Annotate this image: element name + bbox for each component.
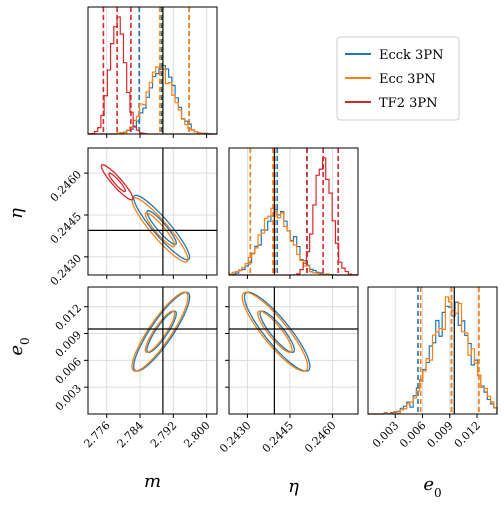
ytick-label-eta-0: 0.2430 (48, 252, 84, 288)
frame-layer (87, 6, 498, 415)
xtick-label-eta-2: 0.2460 (302, 419, 338, 455)
legend-entry-2: TF2 3PN (379, 96, 438, 111)
contour-group-2-1 (241, 291, 311, 372)
xtick-label-m-1: 2.784 (115, 419, 146, 450)
ytick-label-e0-0: 0.003 (53, 382, 84, 413)
xlabel-m: m (144, 471, 161, 492)
panel-frame-2-0 (87, 286, 218, 415)
contour-eta-e0-series-1-level-0 (257, 310, 293, 354)
contour-m-e0-series-1-level-0 (144, 310, 176, 354)
xtick-label-e0-0: 0.003 (370, 419, 401, 450)
contour-eta-e0-series-0-level-0 (259, 310, 296, 354)
panel-frame-diag-m (87, 6, 218, 135)
legend: Ecck 3PN Ecc 3PN TF2 3PN (336, 36, 460, 121)
panel-frame-2-1 (228, 286, 359, 415)
ylabel-e0-subscript: 0 (18, 337, 32, 345)
xlabel-eta: η (288, 476, 299, 497)
contour-m-eta-series-2-level-0 (108, 172, 127, 193)
contour-eta-e0-series-1-level-1 (241, 291, 309, 372)
contour-m-eta-series-1-level-0 (144, 212, 176, 248)
contour-m-e0-series-0-level-0 (146, 310, 177, 354)
xtick-label-m-3: 2.800 (181, 419, 212, 450)
ylabel-e0: e0 (6, 337, 32, 355)
xtick-label-eta-1: 0.2445 (260, 419, 296, 455)
legend-entry-1: Ecc 3PN (379, 72, 436, 87)
contour-eta-e0-series-0-level-1 (243, 291, 311, 372)
histogram-m-series-1 (88, 66, 217, 135)
contour-m-eta-series-0-level-1 (133, 194, 191, 261)
xtick-label-e0-1: 0.006 (397, 419, 428, 450)
xtick-label-m-0: 2.776 (81, 419, 112, 450)
label-layer: m η e0 η e0 (6, 208, 442, 500)
xtick-label-eta-0: 0.2430 (217, 419, 253, 455)
xtick-label-m-2: 2.792 (148, 419, 179, 450)
xtick-label-e0-3: 0.012 (452, 419, 483, 450)
ytick-label-eta-2: 0.2460 (48, 168, 84, 204)
legend-frame (336, 36, 460, 121)
xtick-label-e0-2: 0.009 (424, 419, 455, 450)
ylabel-eta: η (6, 208, 27, 219)
xlabel-e0: e0 (423, 474, 441, 500)
contour-m-e0-series-1-level-1 (131, 291, 189, 372)
panel-frame-diag-eta (228, 147, 359, 276)
contour-group-1-0 (100, 164, 191, 263)
histogram-e0-series-1 (368, 296, 498, 415)
legend-entry-0: Ecck 3PN (379, 48, 443, 63)
ytick-label-e0-3: 0.012 (53, 302, 84, 333)
ytick-label-e0-2: 0.009 (53, 328, 84, 359)
truth-layer (88, 7, 455, 414)
xlabel-e0-subscript: 0 (434, 486, 442, 500)
panel-frame-diag-e0 (367, 286, 498, 415)
contour-m-eta-series-0-level-0 (146, 210, 177, 246)
contour-m-eta-series-2-level-1 (100, 164, 134, 201)
panel-frame-1-0 (87, 147, 218, 276)
ytick-label-e0-1: 0.006 (53, 355, 84, 386)
contour-group-2-0 (131, 291, 191, 372)
ytick-label-eta-1: 0.2445 (48, 210, 84, 246)
contour-m-e0-series-0-level-1 (133, 291, 191, 372)
